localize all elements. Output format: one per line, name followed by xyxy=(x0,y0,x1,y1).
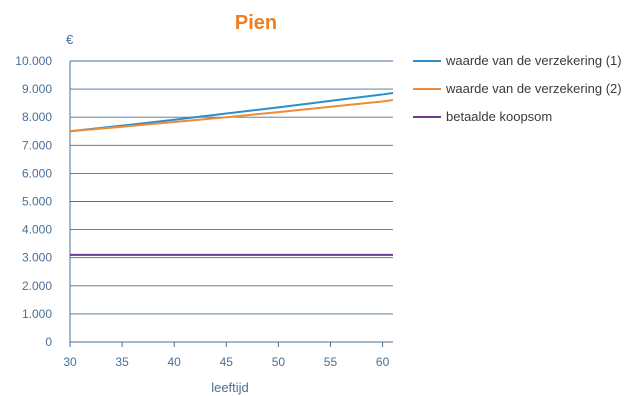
y-tick-label: 9.000 xyxy=(22,82,52,96)
legend-label: betaalde koopsom xyxy=(446,109,552,124)
y-axis: 0 1.000 2.000 3.000 4.000 5.000 6.000 7.000 8.00… xyxy=(15,54,71,349)
x-tick-label: 45 xyxy=(220,355,234,369)
y-tick-label: 2.000 xyxy=(22,279,52,293)
x-tick-label: 50 xyxy=(272,355,286,369)
x-axis-label: leeftijd xyxy=(211,380,249,395)
gridlines xyxy=(70,60,393,343)
series-lines xyxy=(69,92,394,256)
y-axis-label: € xyxy=(66,32,74,47)
series-line xyxy=(69,99,394,133)
legend-label: waarde van de verzekering (2) xyxy=(445,81,622,96)
x-axis: 30 35 40 45 50 55 60 xyxy=(63,342,390,369)
y-tick-label: 4.000 xyxy=(22,223,52,237)
y-tick-label: 1.000 xyxy=(22,307,52,321)
legend: waarde van de verzekering (1) waarde van … xyxy=(413,53,622,124)
y-tick-label: 7.000 xyxy=(22,138,52,152)
series-line xyxy=(69,92,394,133)
y-tick-label: 8.000 xyxy=(22,110,52,124)
x-tick-label: 35 xyxy=(115,355,129,369)
y-tick-label: 3.000 xyxy=(22,251,52,265)
x-tick-label: 30 xyxy=(63,355,77,369)
x-tick-label: 60 xyxy=(376,355,390,369)
y-tick-label: 0 xyxy=(45,335,52,349)
legend-label: waarde van de verzekering (1) xyxy=(445,53,622,68)
y-tick-label: 10.000 xyxy=(15,54,52,68)
y-tick-label: 6.000 xyxy=(22,166,52,180)
x-tick-label: 55 xyxy=(324,355,338,369)
x-tick-label: 40 xyxy=(168,355,182,369)
chart-title: Pien xyxy=(235,12,277,34)
y-tick-label: 5.000 xyxy=(22,195,52,209)
